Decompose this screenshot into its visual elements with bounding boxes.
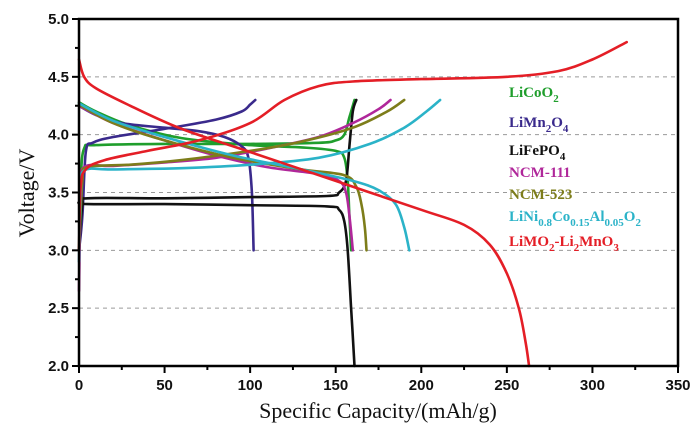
x-axis-title: Specific Capacity/(mAh/g) (259, 398, 497, 423)
x-tick-label: 150 (323, 377, 348, 394)
series-ncm-111-discharge-line (77, 104, 355, 252)
y-axis-title: Voltage/V (14, 148, 39, 237)
x-tick-label: 50 (156, 377, 173, 394)
series-lini0-8co0-15al0-05o2-discharge-line (77, 102, 411, 252)
series-ncm-523-discharge-line (77, 103, 368, 252)
legend: LiCoO2 LiMn2O4 LiFePO4 NCM-111 NCM-523 LiNi0.… (509, 85, 641, 254)
grid-lines (79, 76, 678, 309)
series-lifepo4-discharge-line (77, 200, 356, 368)
x-tick-label: 100 (238, 377, 263, 394)
y-tick-labels: 2.0 2.5 3.0 3.5 4.0 4.5 5.0 (48, 11, 69, 375)
legend-item: NCM-523 (509, 187, 572, 203)
x-tick-label: 200 (409, 377, 434, 394)
y-tick-label: 5.0 (48, 11, 69, 28)
y-tick-label: 4.0 (48, 127, 69, 144)
y-tick-label: 2.5 (48, 300, 69, 317)
legend-item: LiMO2-Li2MnO3 (509, 234, 619, 254)
x-tick-label: 250 (494, 377, 519, 394)
series-limo2-li2mno3-discharge-line (77, 58, 531, 368)
y-tick-label: 3.5 (48, 185, 69, 202)
legend-item: LiNi0.8Co0.15Al0.05O2 (509, 209, 641, 229)
series-limo2-li2mno3-charge-line (77, 40, 628, 252)
axes (72, 17, 680, 373)
y-tick-label: 2.0 (48, 358, 69, 375)
legend-item: LiFePO4 (509, 143, 566, 163)
x-tick-label: 350 (665, 377, 690, 394)
legend-item: LiCoO2 (509, 85, 559, 105)
legend-item: NCM-111 (509, 165, 571, 181)
x-tick-label: 300 (580, 377, 605, 394)
series-group (77, 40, 628, 368)
y-tick-label: 4.5 (48, 69, 69, 86)
legend-item: LiMn2O4 (509, 115, 569, 135)
x-tick-label: 0 (75, 377, 83, 394)
y-tick-label: 3.0 (48, 242, 69, 259)
series-limn2o4-discharge-line (77, 104, 255, 252)
x-tick-labels: 0 50 100 150 200 250 300 350 (75, 377, 691, 394)
